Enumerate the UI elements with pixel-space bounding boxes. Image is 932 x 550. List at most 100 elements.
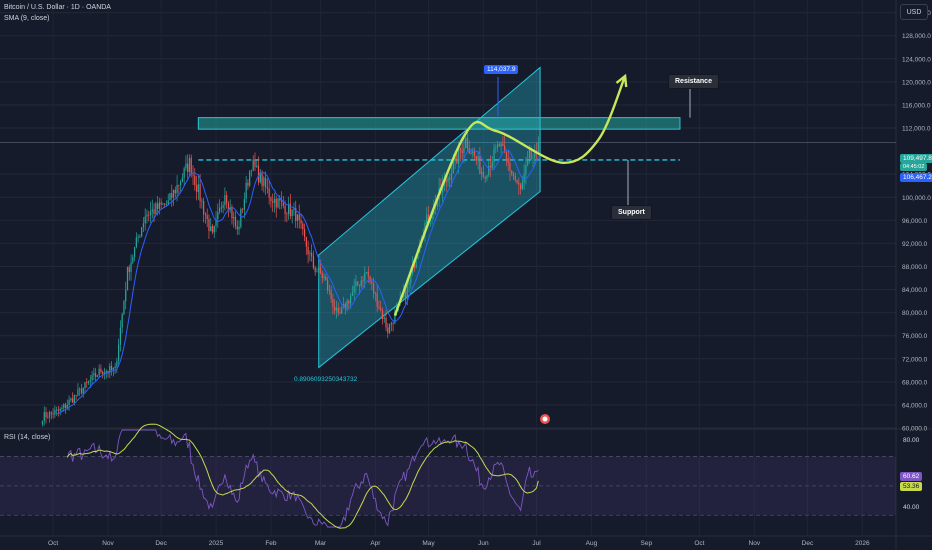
candle <box>172 189 175 206</box>
candle <box>87 380 90 386</box>
candle-body <box>238 226 240 230</box>
candle-body <box>68 400 70 405</box>
candle-body <box>105 371 107 373</box>
sma-indicator-label[interactable]: SMA (9, close) <box>4 15 50 22</box>
candle-body <box>481 172 483 174</box>
peak-price-tag: 114,037.9 <box>484 65 519 74</box>
candle-body <box>185 163 187 169</box>
candle-body <box>465 137 467 148</box>
candle-body <box>195 185 198 192</box>
candle <box>215 211 217 232</box>
candle-body <box>532 158 534 160</box>
candle <box>238 220 240 235</box>
candle-body <box>59 409 61 411</box>
y-tick-label: 68,000.0 <box>902 379 928 386</box>
candle <box>495 144 497 154</box>
candle <box>332 293 334 315</box>
candle <box>504 135 506 154</box>
candle <box>188 154 191 177</box>
candle <box>388 323 391 335</box>
candle-body <box>240 209 242 227</box>
candle-body <box>125 289 127 302</box>
candle <box>259 169 261 184</box>
x-tick-label: Jun <box>478 540 489 547</box>
candle-body <box>335 307 338 311</box>
candle <box>328 284 330 295</box>
candle-body <box>282 201 284 206</box>
candle-body <box>355 281 357 287</box>
candle <box>201 198 203 209</box>
candle <box>326 276 329 294</box>
candle-body <box>119 327 122 345</box>
candle-body <box>218 207 221 213</box>
candle <box>185 155 187 172</box>
candle-body <box>458 147 460 164</box>
candle-body <box>263 177 265 187</box>
currency-button[interactable]: USD <box>900 4 928 20</box>
candle-body <box>349 295 352 304</box>
candle-body <box>233 216 235 219</box>
candle-body <box>371 281 373 284</box>
x-tick-label: 2026 <box>855 540 870 547</box>
candle <box>137 234 139 243</box>
candle <box>346 298 348 312</box>
candle-body <box>484 176 486 179</box>
candle-body <box>257 165 260 183</box>
x-tick-label: Jul <box>532 540 541 547</box>
candle-body <box>277 198 279 208</box>
candle-body <box>213 225 215 233</box>
candle-body <box>319 267 322 274</box>
candle <box>142 217 145 232</box>
candle <box>187 154 189 181</box>
candle-body <box>518 182 520 185</box>
candle <box>532 153 534 168</box>
candle-body <box>86 382 88 383</box>
candle <box>351 285 353 297</box>
y-tick-label: 60,000.0 <box>902 426 928 433</box>
candle <box>387 323 389 339</box>
candle-body <box>183 168 185 178</box>
x-tick-label: 2025 <box>209 540 224 547</box>
candle <box>213 225 215 239</box>
candle-body <box>133 247 136 257</box>
candle <box>247 179 249 190</box>
rsi-label[interactable]: RSI (14, close) <box>4 434 51 441</box>
candle <box>300 213 302 230</box>
candle-body <box>502 143 504 146</box>
candle-body <box>234 216 237 227</box>
candle <box>208 214 210 239</box>
candle <box>484 175 486 183</box>
candle <box>312 250 315 270</box>
candle <box>325 273 327 281</box>
candle <box>243 192 245 219</box>
x-tick-label: Feb <box>265 540 277 547</box>
candle-body <box>231 207 233 219</box>
y-tick-label: 120,000.0 <box>902 79 931 86</box>
candle <box>204 212 207 224</box>
candle-body <box>171 193 173 198</box>
candle-body <box>236 226 238 230</box>
candle <box>257 156 260 186</box>
candle <box>210 217 212 232</box>
candle-body <box>176 184 178 194</box>
candle-body <box>109 365 111 373</box>
candle-body <box>325 276 327 281</box>
candle-body <box>512 173 515 177</box>
candle-body <box>194 175 196 186</box>
candle-body <box>279 198 281 201</box>
candle <box>321 270 323 284</box>
candle-body <box>187 163 189 172</box>
candle-body <box>318 267 320 272</box>
rsi-ma-value-tag: 53.36 <box>900 482 923 491</box>
candle-body <box>249 171 251 186</box>
candle-body <box>358 284 361 286</box>
candle <box>226 191 228 209</box>
candle-body <box>149 211 152 216</box>
candle-body <box>174 189 176 194</box>
candle-body <box>337 307 339 313</box>
candle <box>511 170 513 177</box>
candle <box>125 281 127 310</box>
candle <box>527 150 529 167</box>
